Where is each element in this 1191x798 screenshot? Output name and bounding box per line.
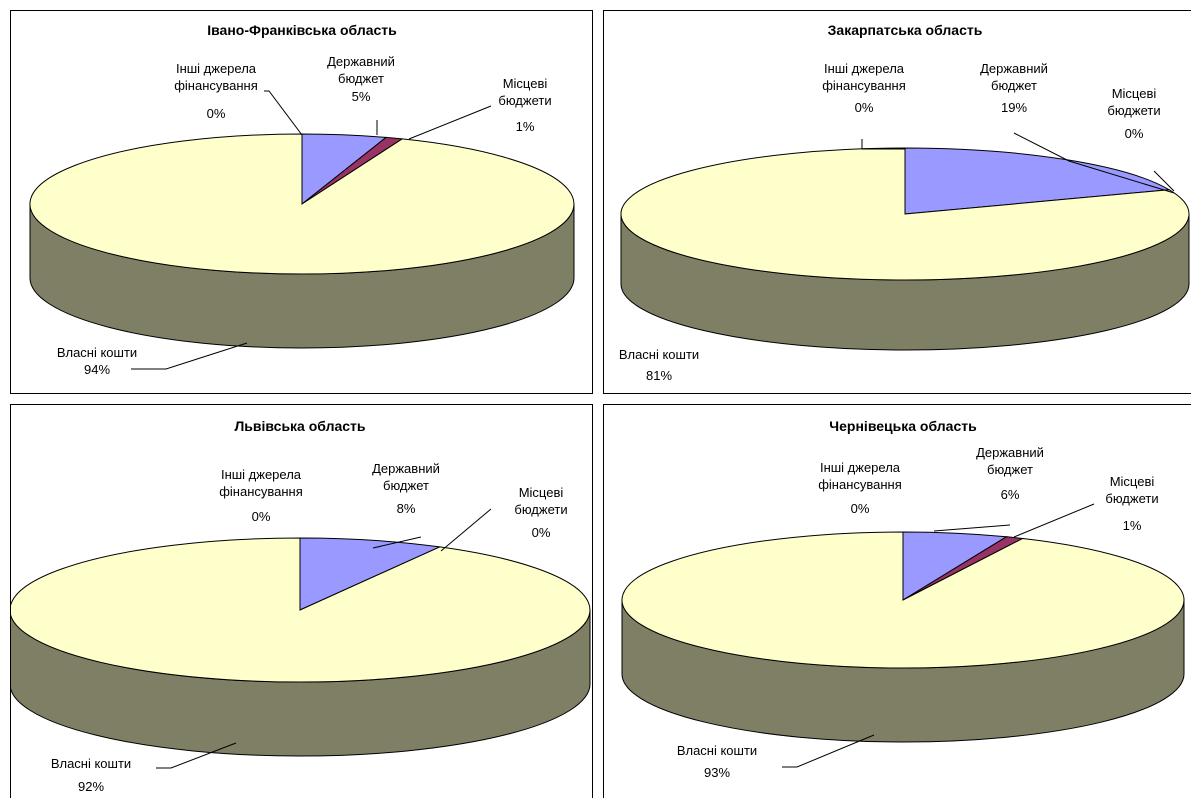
leader-line-local-budgets <box>440 508 492 552</box>
slice-value-own-funds: 93% <box>704 765 730 780</box>
chart-panel-lviv: Львівська область Державний бюджет 8% Місцев… <box>10 404 593 798</box>
slice-label-other-sources: Інші джерела <box>824 61 905 76</box>
pie-slice-own-funds <box>621 531 1185 669</box>
slice-value-local-budgets: 1% <box>516 119 535 134</box>
slice-label-other-sources: фінансування <box>219 484 303 499</box>
slice-value-other-sources: 0% <box>207 106 226 121</box>
slice-label-other-sources: Інші джерела <box>221 467 302 482</box>
slice-label-own-funds: Власні кошти <box>619 347 699 362</box>
leader-line-local-budgets <box>1013 503 1095 538</box>
slice-label-own-funds: Власні кошти <box>677 743 757 758</box>
slice-label-state-budget: Державний <box>976 445 1044 460</box>
slice-value-other-sources: 0% <box>851 501 870 516</box>
leader-line-state-budget <box>1013 132 1175 194</box>
slice-value-local-budgets: 0% <box>532 525 551 540</box>
chart-title: Івано-Франківська область <box>207 22 397 38</box>
chart-panel-zakarpattia: Закарпатська область Державний бюджет 19% Мі… <box>603 10 1191 394</box>
pie-slice-own-funds <box>29 133 575 275</box>
slice-value-own-funds: 94% <box>84 362 110 377</box>
slice-value-state-budget: 19% <box>1001 100 1027 115</box>
slice-value-state-budget: 5% <box>352 89 371 104</box>
slice-label-other-sources: фінансування <box>174 78 258 93</box>
chart-title: Чернівецька область <box>829 418 977 434</box>
slice-value-other-sources: 0% <box>252 509 271 524</box>
slice-label-local-budgets: Місцеві <box>1112 86 1157 101</box>
pie-chart-zakarpattia: Закарпатська область Державний бюджет 19% Мі… <box>619 22 1190 383</box>
leader-line-local-budgets <box>408 105 492 140</box>
pie-slice-state-budget <box>904 147 1171 215</box>
leader-line-own-funds <box>156 742 237 769</box>
slice-value-state-budget: 6% <box>1001 487 1020 502</box>
chart-panel-ivano-frankivsk: Івано-Франківська область Державний бюджет… <box>10 10 593 394</box>
slice-label-state-budget: Державний <box>327 54 395 69</box>
slice-label-state-budget: бюджет <box>987 462 1033 477</box>
slice-label-local-budgets: Місцеві <box>503 76 548 91</box>
pie-slice-state-budget <box>299 537 442 611</box>
slice-value-local-budgets: 1% <box>1123 518 1142 533</box>
slice-value-state-budget: 8% <box>397 501 416 516</box>
slice-label-other-sources: Інші джерела <box>820 460 901 475</box>
slice-label-own-funds: Власні кошти <box>57 345 137 360</box>
slice-value-own-funds: 92% <box>78 779 104 794</box>
leader-line-state-budget <box>933 524 1011 532</box>
slice-label-other-sources: Інші джерела <box>176 61 257 76</box>
slice-label-local-budgets: бюджети <box>498 93 551 108</box>
slice-label-other-sources: фінансування <box>818 477 902 492</box>
slice-label-state-budget: бюджет <box>991 78 1037 93</box>
slice-label-state-budget: Державний <box>372 461 440 476</box>
leader-line-other-sources <box>861 139 905 150</box>
pie-slice-own-funds <box>620 147 1190 281</box>
chart-panel-chernivtsi: Чернівецька область Державний бюджет 6% Місц… <box>603 404 1191 798</box>
slice-value-local-budgets: 0% <box>1125 126 1144 141</box>
slice-value-own-funds: 81% <box>646 368 672 383</box>
leader-line-own-funds <box>131 342 248 370</box>
leader-line-other-sources <box>264 90 303 136</box>
slice-label-state-budget: бюджет <box>383 478 429 493</box>
slice-label-local-budgets: Місцеві <box>1110 474 1155 489</box>
slice-value-other-sources: 0% <box>855 100 874 115</box>
slice-label-local-budgets: бюджети <box>514 502 567 517</box>
slice-label-local-budgets: бюджети <box>1105 491 1158 506</box>
pie-chart-chernivtsi: Чернівецька область Державний бюджет 6% Місц… <box>621 418 1185 780</box>
slice-label-local-budgets: Місцеві <box>519 485 564 500</box>
pie-chart-lviv: Львівська область Державний бюджет 8% Місцев… <box>11 418 591 794</box>
pie-chart-ivano-frankivsk: Івано-Франківська область Державний бюджет… <box>29 22 575 377</box>
slice-label-other-sources: фінансування <box>822 78 906 93</box>
chart-title: Львівська область <box>234 418 365 434</box>
slice-label-local-budgets: бюджети <box>1107 103 1160 118</box>
chart-title: Закарпатська область <box>828 22 983 38</box>
pie-slice-own-funds <box>11 537 591 683</box>
leader-line-local-budgets <box>1153 170 1175 192</box>
slice-label-state-budget: бюджет <box>338 71 384 86</box>
leader-line-state-budget <box>372 536 422 549</box>
slice-label-state-budget: Державний <box>980 61 1048 76</box>
leader-line-own-funds <box>782 734 875 768</box>
slice-label-own-funds: Власні кошти <box>51 756 131 771</box>
